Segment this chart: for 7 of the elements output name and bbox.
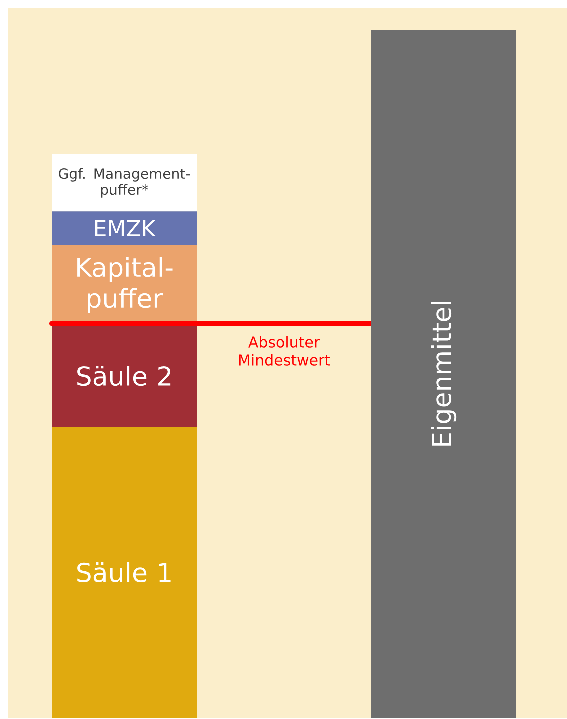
ref-line-label: Absoluter Mindestwert xyxy=(239,336,330,366)
series-label: Säule 1 xyxy=(78,562,171,583)
series-label: EMZK xyxy=(95,220,156,237)
series-label: Eigenmittel xyxy=(431,302,457,446)
series-label: Kapital-puffer xyxy=(78,257,173,314)
series-label: Säule 2 xyxy=(78,366,171,386)
series-label: Ggf. Management-puffer* xyxy=(59,168,190,198)
